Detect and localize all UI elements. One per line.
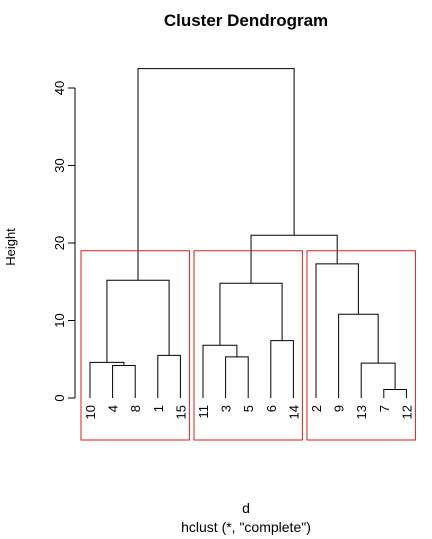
cluster-boxes: [80, 250, 416, 441]
y-tick-label: 20: [52, 236, 67, 250]
leaf-label: 1: [151, 405, 166, 412]
leaf-label: 2: [309, 405, 324, 412]
leaf-label: 8: [128, 405, 143, 412]
merge-link: [250, 234, 338, 284]
merge-link: [137, 68, 295, 281]
merge-link: [338, 313, 379, 398]
merge-link: [157, 354, 181, 398]
leaf-label: 13: [354, 405, 369, 419]
y-tick-label: 10: [52, 313, 67, 327]
merge-link: [106, 279, 170, 363]
leaf-label: 15: [173, 405, 188, 419]
cluster-box: [193, 250, 303, 441]
y-tick-label: 30: [52, 158, 67, 172]
merge-link: [383, 388, 407, 398]
cluster-box: [80, 250, 190, 441]
merge-link: [89, 361, 125, 398]
leaf-labels: 10 4 8 1 15 11 3 5 6 14 2 9 13 7 12: [83, 405, 414, 419]
dendrogram-tree: [89, 68, 407, 398]
leaf-label: 11: [196, 405, 211, 419]
y-axis-label: Height: [3, 228, 18, 266]
merge-link: [225, 356, 249, 398]
leaf-label: 10: [83, 405, 98, 419]
leaf-label: 3: [219, 405, 234, 412]
leaf-label: 7: [377, 405, 392, 412]
leaf-label: 6: [264, 405, 279, 412]
merge-link: [219, 282, 283, 346]
chart-title: Cluster Dendrogram: [164, 11, 328, 30]
y-tick-label: 0: [52, 394, 67, 401]
merge-link: [270, 340, 294, 398]
merge-link: [202, 344, 238, 398]
y-axis: 0 10 20 30 40: [52, 81, 76, 402]
x-axis-label: d: [242, 500, 250, 516]
leaf-label: 14: [286, 405, 301, 419]
leaf-label: 9: [332, 405, 347, 412]
merge-link: [315, 263, 359, 398]
leaf-label: 12: [399, 405, 414, 419]
method-sublabel: hclust (*, "complete"): [181, 519, 311, 535]
y-tick-label: 40: [52, 81, 67, 95]
merge-link: [360, 362, 396, 398]
merge-link: [112, 364, 136, 398]
leaf-label: 4: [106, 405, 121, 412]
leaf-label: 5: [241, 405, 256, 412]
cluster-box: [306, 250, 416, 441]
